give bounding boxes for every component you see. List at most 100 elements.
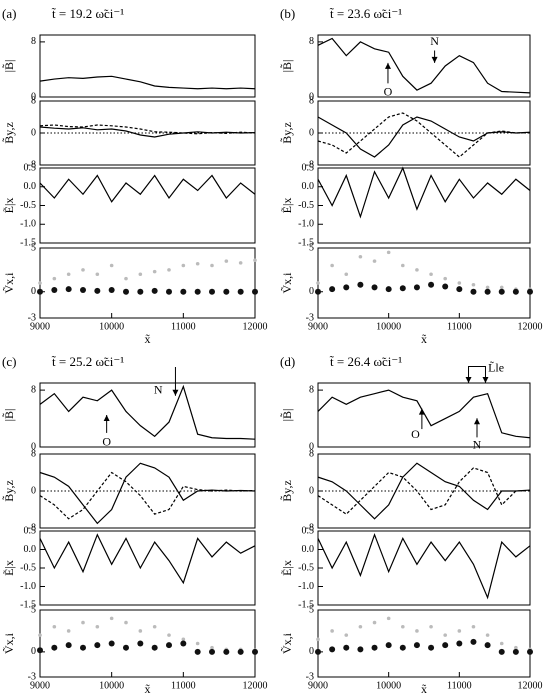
scatter-point xyxy=(109,263,114,268)
scatter-point xyxy=(167,633,171,637)
y-tick-label: 5 xyxy=(31,242,36,253)
data-line xyxy=(317,467,531,515)
panel-label: (b) xyxy=(280,6,295,21)
y-tick-label: -3 xyxy=(306,671,314,682)
plot-frame xyxy=(317,34,531,98)
x-tick-label: 10000 xyxy=(376,680,401,691)
scatter-point xyxy=(371,644,378,651)
y-axis-label: Ṽx,i xyxy=(280,632,294,654)
y-tick-label: -1.0 xyxy=(298,219,314,230)
y-tick-label: 0 xyxy=(309,286,314,297)
scatter-point xyxy=(386,616,391,621)
scatter-point xyxy=(109,616,114,621)
y-axis-label: Ẽ|x xyxy=(2,198,16,214)
y-axis-label: |B̃| xyxy=(279,409,293,422)
scatter-point xyxy=(237,648,244,655)
scatter-point xyxy=(386,250,391,255)
scatter-point xyxy=(527,648,533,655)
arrow-head xyxy=(384,62,391,69)
y-tick-label: 0 xyxy=(31,286,36,297)
y-tick-label: -1.5 xyxy=(20,599,36,610)
data-line xyxy=(39,174,256,203)
scatter-point xyxy=(443,633,448,637)
scatter-point xyxy=(137,640,144,647)
y-tick-label: 0 xyxy=(31,485,36,496)
scatter-point xyxy=(456,286,463,293)
x-axis-label: x̃ xyxy=(145,682,151,696)
scatter-point xyxy=(108,287,115,293)
plot-frame xyxy=(39,167,256,244)
y-tick-label: 8 xyxy=(309,36,314,47)
scatter-point xyxy=(428,644,435,651)
scatter-point xyxy=(499,641,504,646)
x-tick-label: 9000 xyxy=(308,680,328,691)
x-tick-label: 10000 xyxy=(376,321,401,332)
y-axis-label: Ṽx,i xyxy=(2,272,16,294)
scatter-point xyxy=(180,640,187,647)
scatter-point xyxy=(357,281,364,288)
x-tick-label: 12000 xyxy=(518,321,543,332)
scatter-point xyxy=(37,647,43,654)
scatter-point xyxy=(372,259,377,263)
scatter-point xyxy=(194,288,201,295)
scatter-point xyxy=(223,648,230,655)
data-line xyxy=(317,532,531,600)
y-tick-label: -3 xyxy=(28,312,36,323)
scatter-point xyxy=(94,642,101,649)
data-line xyxy=(39,126,256,138)
panel-label: (c) xyxy=(2,354,16,369)
plot-frame xyxy=(39,247,256,319)
scatter-point xyxy=(66,629,71,633)
x-tick-label: 10000 xyxy=(99,680,124,691)
x-tick-label: 12000 xyxy=(243,321,268,332)
y-tick-label: 8 xyxy=(309,448,314,459)
y-tick-label: 0.0 xyxy=(24,544,37,555)
x-tick-label: 9000 xyxy=(30,321,50,332)
scatter-point xyxy=(315,648,321,655)
data-line xyxy=(39,462,256,525)
y-tick-label: 8 xyxy=(31,448,36,459)
plot-frame xyxy=(39,609,256,678)
scatter-point xyxy=(152,269,157,274)
arrow-head xyxy=(482,377,489,383)
y-tick-label: 0.0 xyxy=(302,181,315,192)
scatter-point xyxy=(399,285,406,292)
scatter-point xyxy=(124,276,128,281)
arrow-head xyxy=(103,415,110,421)
plot-frame xyxy=(317,167,531,244)
scatter-point xyxy=(123,644,129,651)
scatter-point xyxy=(151,287,158,294)
annotation-bracket xyxy=(468,365,486,372)
y-tick-label: 8 xyxy=(31,95,36,106)
data-line xyxy=(317,462,531,520)
y-tick-label: -0.5 xyxy=(20,200,36,211)
scatter-point xyxy=(358,254,363,259)
scatter-point xyxy=(195,641,200,646)
scatter-point xyxy=(81,620,85,625)
y-tick-label: 8 xyxy=(309,384,314,395)
y-tick-label: 0.5 xyxy=(24,525,37,536)
scatter-point xyxy=(65,286,72,293)
scatter-point xyxy=(385,642,392,649)
scatter-point xyxy=(428,281,435,288)
arrow-head xyxy=(172,389,179,396)
panel-title: t̃ = 25.2 ω̃ci⁻¹ xyxy=(52,354,125,369)
scatter-point xyxy=(343,644,350,651)
scatter-point xyxy=(151,644,158,651)
y-tick-label: -1.5 xyxy=(298,237,314,248)
y-tick-label: 5 xyxy=(31,604,36,615)
y-axis-label: B̃y,z xyxy=(279,480,293,502)
y-tick-label: -0.5 xyxy=(20,562,36,573)
scatter-point xyxy=(209,288,215,295)
scatter-point xyxy=(152,624,157,629)
data-line xyxy=(39,124,256,135)
plot-frame xyxy=(317,530,531,606)
scatter-point xyxy=(330,629,334,633)
plot-frame xyxy=(317,382,531,448)
x-tick-label: 11000 xyxy=(447,680,472,691)
scatter-point xyxy=(252,648,258,655)
y-axis-label: Ṽx,i xyxy=(280,272,294,294)
scatter-point xyxy=(224,259,229,263)
arrow-head xyxy=(418,408,425,415)
